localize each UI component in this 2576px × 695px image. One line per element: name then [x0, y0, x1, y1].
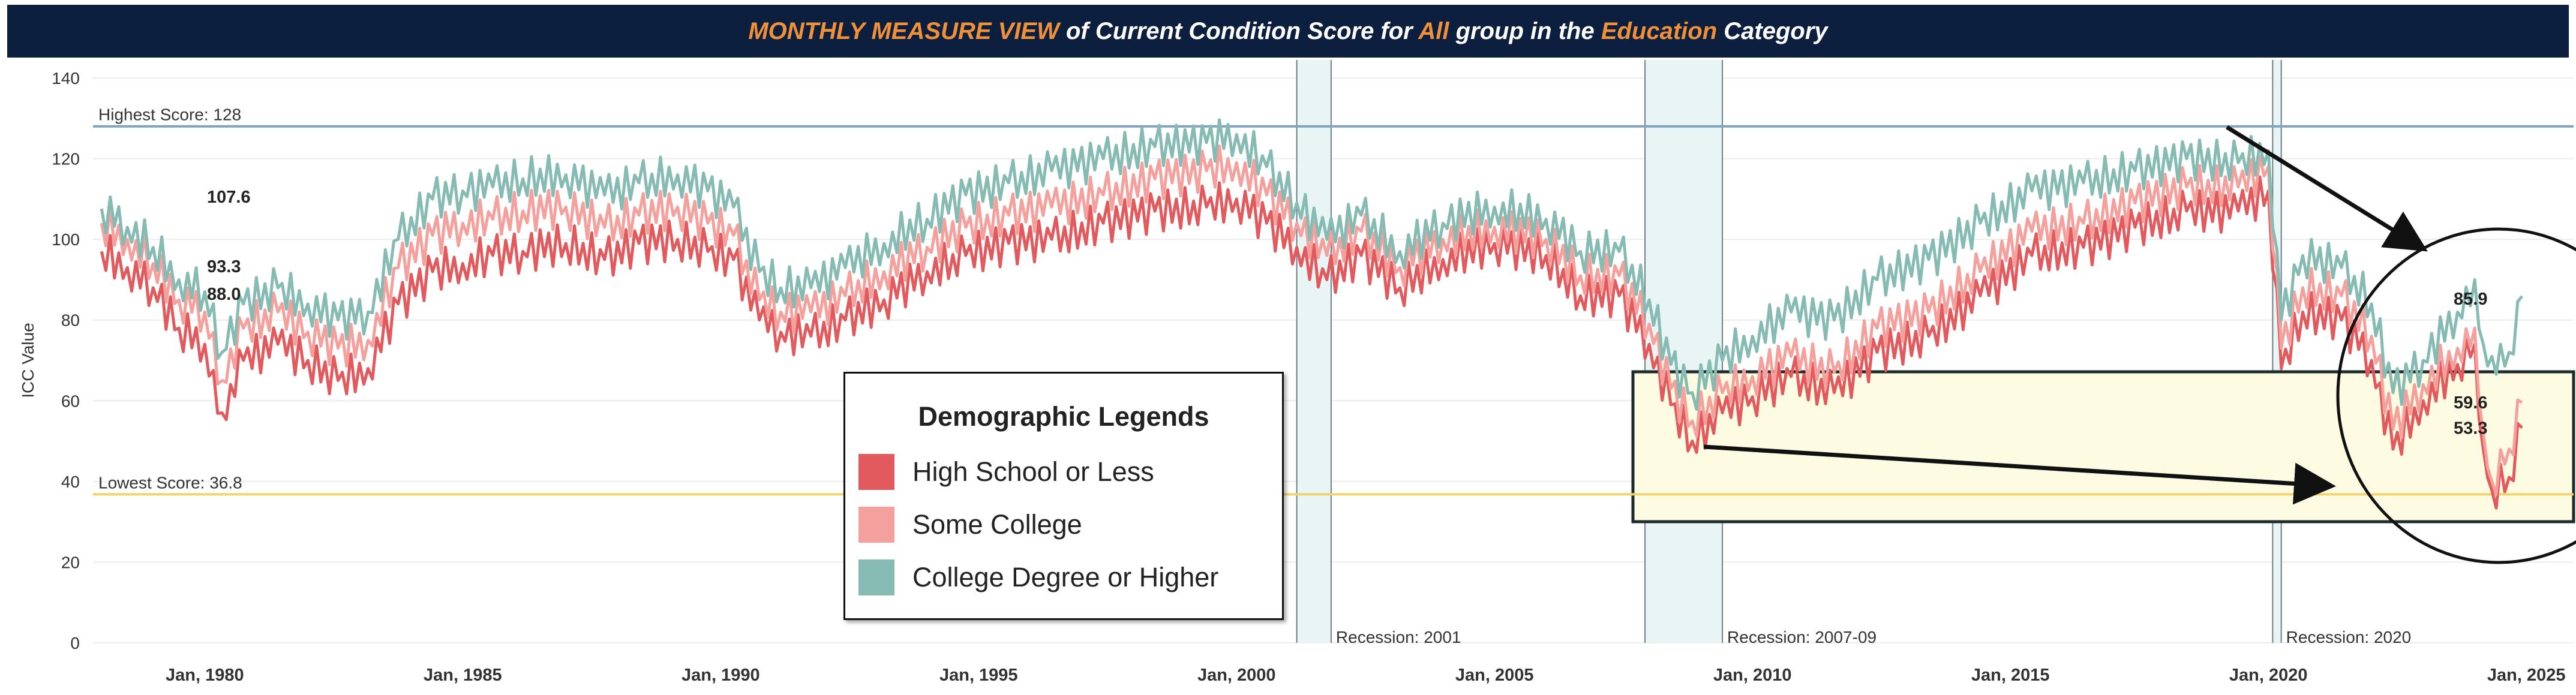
- y-tick-label: 20: [61, 553, 80, 571]
- legend: Demographic Legends High School or Less …: [843, 372, 1284, 620]
- legend-swatch-high-school: [858, 454, 894, 490]
- y-tick-label: 140: [52, 69, 80, 88]
- x-tick-label: Jan, 2025: [2487, 666, 2566, 685]
- end-value-label: 53.3: [2454, 419, 2487, 438]
- title-category: Education: [1601, 17, 1718, 44]
- legend-item-college-degree: College Degree or Higher: [858, 558, 1218, 597]
- legend-label-college-degree: College Degree or Higher: [912, 562, 1219, 592]
- x-tick-label: Jan, 2010: [1713, 666, 1792, 685]
- end-value-label: 59.6: [2454, 393, 2487, 413]
- legend-swatch-some-college: [858, 507, 894, 543]
- x-tick-label: Jan, 2005: [1455, 666, 1534, 685]
- legend-swatch-college-degree: [858, 559, 894, 595]
- legend-item-high-school: High School or Less: [858, 453, 1154, 491]
- x-tick-label: Jan, 2015: [1971, 666, 2050, 685]
- recession-label: Recession: 2001: [1336, 628, 1461, 646]
- annotation-arrow-top: [2226, 125, 2428, 252]
- axes: 0 20 40 60 80 100 120 140 Jan, 1980 Jan, 1985 Jan,…: [19, 69, 2565, 685]
- y-tick-label: 60: [61, 392, 80, 410]
- start-value-label: 107.6: [207, 188, 251, 207]
- start-value-label: 93.3: [207, 257, 241, 276]
- legend-label-high-school: High School or Less: [912, 456, 1154, 487]
- chart-title: MONTHLY MEASURE VIEW of Current Conditio…: [748, 18, 1827, 45]
- series-lines: [100, 118, 2523, 510]
- reference-lines: Highest Score: 128 Lowest Score: 36.8: [93, 106, 2574, 496]
- x-tick-label: Jan, 1980: [166, 666, 244, 685]
- x-tick-label: Jan, 2020: [2229, 666, 2308, 685]
- reference-line-label: Lowest Score: 36.8: [98, 473, 242, 492]
- legend-label-some-college: Some College: [912, 509, 1082, 540]
- y-tick-label: 0: [70, 634, 80, 652]
- series-line: [100, 118, 2523, 411]
- recession-band: [1296, 60, 1331, 643]
- legend-item-some-college: Some College: [858, 506, 1082, 544]
- x-tick-label: Jan, 2000: [1197, 666, 1276, 685]
- title-measure-view: MONTHLY MEASURE VIEW: [748, 17, 1059, 44]
- y-tick-label: 120: [52, 150, 80, 169]
- x-tick-label: Jan, 1990: [681, 666, 760, 685]
- y-axis-label: ICC Value: [19, 323, 37, 398]
- annotation-arrow-bottom: [1703, 444, 2336, 505]
- recession-band: [1645, 60, 1723, 643]
- title-group: All: [1418, 17, 1449, 44]
- chart-title-banner: MONTHLY MEASURE VIEW of Current Conditio…: [7, 5, 2569, 58]
- end-value-label: 85.9: [2454, 290, 2487, 309]
- x-tick-label: Jan, 1985: [424, 666, 502, 685]
- data-labels: 107.6 93.3 88.0 85.9 59.6 53.3: [207, 188, 2487, 438]
- recession-label: Recession: 2020: [2286, 628, 2412, 646]
- y-tick-label: 80: [61, 311, 80, 330]
- title-text-1: of Current Condition Score for: [1059, 17, 1419, 44]
- highlight-ellipse: [2336, 227, 2576, 564]
- series-line: [100, 145, 2523, 497]
- start-value-label: 88.0: [207, 285, 241, 304]
- title-text-3: Category: [1717, 17, 1828, 44]
- reference-line-label: Highest Score: 128: [98, 106, 241, 124]
- title-text-2: group in the: [1449, 17, 1601, 44]
- x-tick-label: Jan, 1995: [939, 666, 1018, 685]
- y-tick-label: 100: [52, 230, 80, 249]
- recession-label: Recession: 2007-09: [1727, 628, 1877, 646]
- y-tick-label: 40: [61, 473, 80, 491]
- series-line: [100, 175, 2523, 510]
- legend-title: Demographic Legends: [918, 401, 1209, 432]
